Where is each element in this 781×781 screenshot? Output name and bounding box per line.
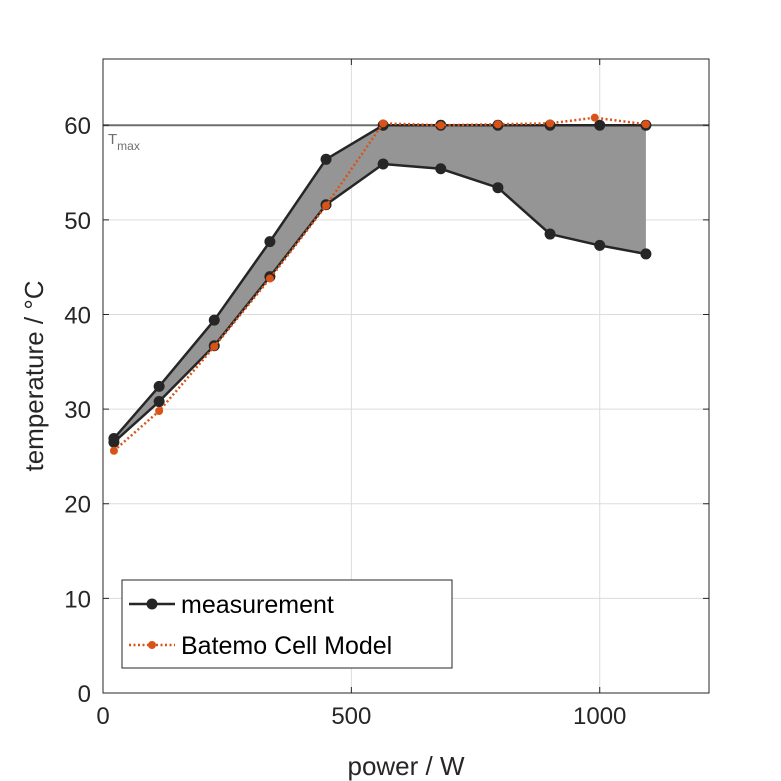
x-tick-label-0: 0 [96,703,109,730]
series-0-line-0-point-4 [320,153,332,165]
series-0-line-1-point-9 [594,239,606,251]
series-0-line-1-point-1 [153,396,165,408]
x-tick-label-1000: 1000 [573,703,626,730]
legend-label-batemo: Batemo Cell Model [181,632,392,660]
series-0-line-1-point-7 [492,182,504,194]
y-axis-label: temperature / °C [19,280,49,471]
series-1-line-0-point-5 [379,119,388,128]
range-band-fill [113,125,646,443]
y-tick-label-0: 0 [78,681,91,708]
series-0-line-0-point-1 [153,380,165,392]
series-1-line-0-point-0 [109,446,118,455]
tmax-label-main: T [108,131,117,148]
series [108,113,652,455]
x-tick-label-500: 500 [331,703,371,730]
series-0-line-1-point-8 [544,228,556,240]
ticks: 0 500 1000 0 10 20 30 40 50 60 [64,59,709,730]
series-1-line-0-point-8 [546,119,555,128]
series-1-line-0-point-2 [210,342,219,351]
axes-box [102,58,710,694]
series-1-line-0-point-1 [155,407,164,416]
series-0-line-0-point-9 [594,119,606,131]
legend-marker-measurement [146,598,158,610]
series-1-line-0-point-10 [641,120,650,129]
tmax-label-sub: max [117,139,140,153]
y-tick-label-10: 10 [64,586,91,613]
legend-marker-batemo [148,641,156,649]
y-tick-label-40: 40 [64,302,91,329]
legend-label-measurement: measurement [181,591,334,619]
series-0-line-1-point-10 [640,248,652,260]
legend: measurement Batemo Cell Model [121,579,453,669]
legend-item-batemo: Batemo Cell Model [129,632,392,660]
y-tick-label-20: 20 [64,492,91,519]
legend-item-measurement: measurement [129,591,334,619]
series-1 [109,113,650,455]
y-tick-label-60: 60 [64,113,91,140]
x-axis-label: power / W [347,751,464,781]
series-1-line-0-point-6 [436,121,445,130]
series-1-line-0-point-9 [590,113,599,122]
series-0-line-0-point-2 [208,314,220,326]
series-0-line-1-point-5 [377,158,389,170]
y-tick-label-50: 50 [64,208,91,235]
tmax-label: Tmax [108,131,140,153]
series-1-line-0-point-4 [322,201,331,210]
series-1-line-0-point-7 [493,120,502,129]
series-0-line-1-point-6 [435,163,447,175]
range-band [113,125,646,443]
series-0-line-0-point-3 [264,236,276,248]
legend-box [121,579,453,669]
y-tick-label-30: 30 [64,397,91,424]
series-0-line-1-point-0 [108,436,120,448]
series-1-line-0-point-3 [265,274,274,283]
